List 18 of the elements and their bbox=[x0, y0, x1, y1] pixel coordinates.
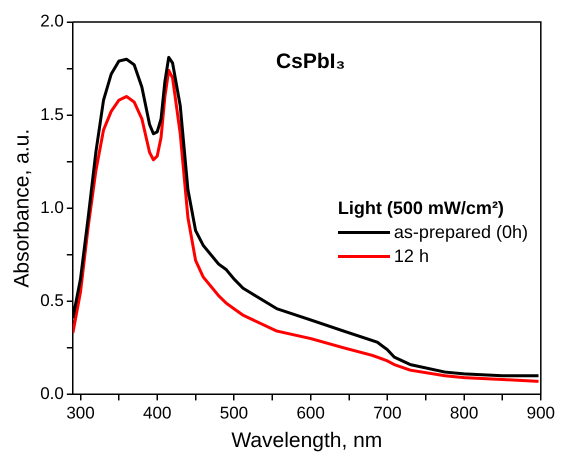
x-tick-label: 800 bbox=[450, 403, 478, 422]
y-tick-label: 2.0 bbox=[40, 12, 64, 31]
y-tick-label: 1.0 bbox=[40, 198, 64, 217]
legend-label: as-prepared (0h) bbox=[394, 221, 528, 244]
x-tick-label: 700 bbox=[373, 403, 402, 422]
text: CsPbI₃ bbox=[276, 50, 346, 74]
x-tick-label: 600 bbox=[296, 403, 325, 422]
y-tick-label: 1.5 bbox=[40, 104, 64, 124]
y-axis-title: Absorbance, a.u. bbox=[10, 128, 34, 288]
x-tick-label: 900 bbox=[526, 403, 556, 422]
x-tick-label: 400 bbox=[143, 403, 172, 422]
x-tick-label: 500 bbox=[220, 403, 248, 422]
x-tick-label: 300 bbox=[66, 403, 95, 422]
y-tick-label: 0.5 bbox=[40, 290, 64, 310]
legend-title: Light (500 mW/cm²) bbox=[338, 198, 505, 219]
legend-label: 12 h bbox=[394, 245, 429, 268]
x-axis-title: Wavelength, nm bbox=[231, 429, 382, 452]
y-tick-label: 0.0 bbox=[40, 384, 64, 404]
